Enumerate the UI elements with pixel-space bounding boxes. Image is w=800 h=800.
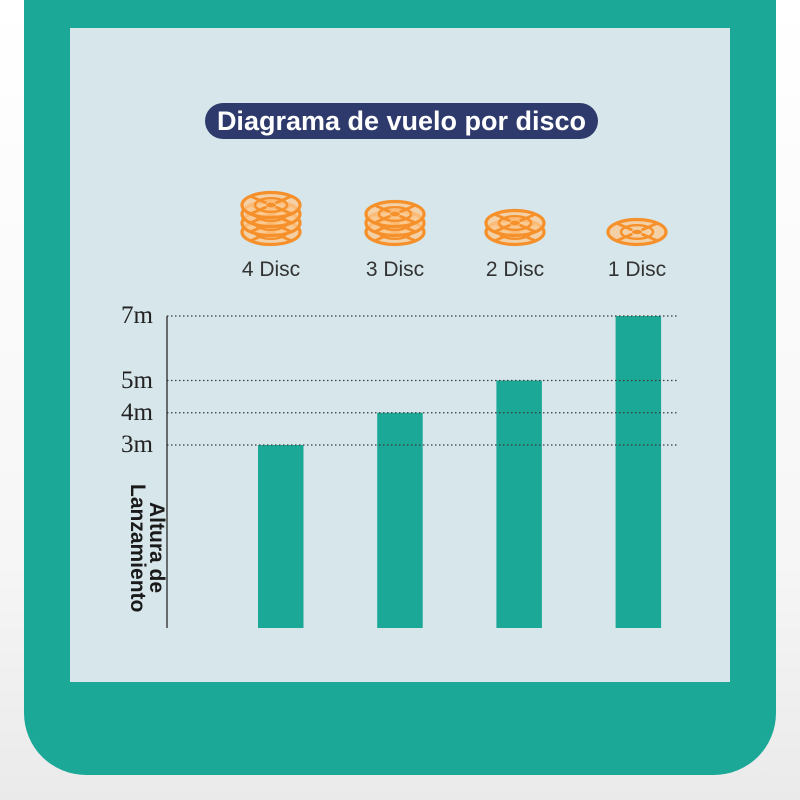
x-category-label: 2 Disc	[485, 258, 545, 281]
disc-inner-ring	[497, 214, 533, 231]
disc-inner-ring	[253, 196, 289, 213]
y-tick-label: 7m	[121, 302, 153, 329]
disc-hub	[510, 220, 520, 226]
y-axis-title: Altura de Lanzamiento	[126, 483, 168, 613]
chart-title: Diagrama de vuelo por disco	[216, 106, 587, 136]
y-tick-label: 4m	[121, 398, 153, 426]
x-category-label: 3 Disc	[365, 258, 425, 281]
x-category-label: 1 Disc	[607, 258, 667, 281]
y-tick-label: 3m	[121, 431, 153, 458]
disc-inner-ring	[619, 223, 655, 240]
disc-hub	[632, 229, 642, 235]
x-category-label: 4 Disc	[241, 258, 301, 281]
disc-hub	[266, 202, 276, 208]
bar-4-disc	[258, 445, 304, 628]
disc-hub	[390, 211, 400, 217]
disc-stack-icon	[484, 208, 546, 247]
y-tick-label: 5m	[121, 366, 153, 394]
disc-icon	[240, 190, 302, 220]
bar-2-disc	[496, 380, 542, 628]
disc-inner-ring	[377, 205, 413, 222]
disc-icon	[606, 217, 668, 247]
disc-stack-icon	[240, 190, 302, 247]
disc-stack-icon	[606, 217, 668, 247]
disc-icon	[484, 208, 546, 238]
disc-stack-icon	[364, 199, 426, 247]
bar-1-disc	[615, 316, 662, 628]
disc-icon	[364, 199, 426, 229]
chart-title-badge: Diagrama de vuelo por disco	[205, 103, 598, 139]
bar-3-disc	[377, 412, 423, 628]
